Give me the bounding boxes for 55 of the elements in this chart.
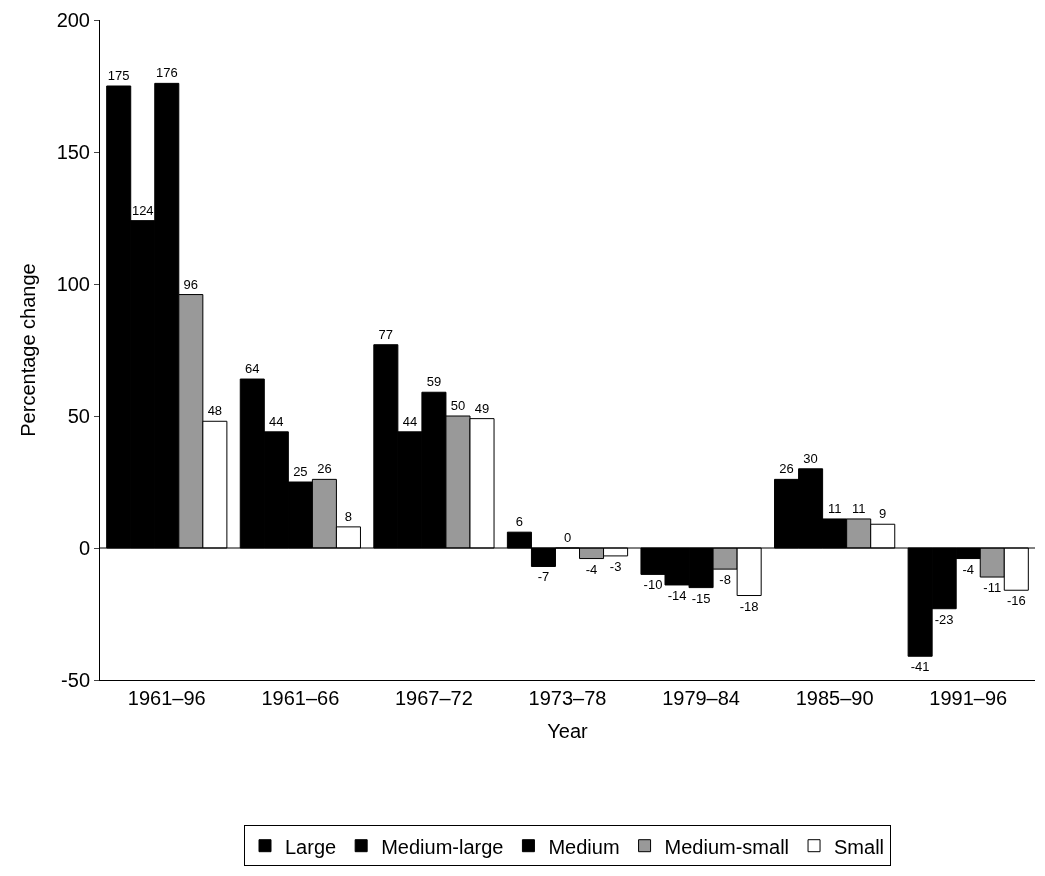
x-tick-label: 1991–96	[929, 687, 1008, 709]
x-tick-label: 1967–72	[394, 687, 473, 709]
x-tick-label: 1973–78	[528, 687, 607, 709]
data-label: 44	[269, 413, 284, 429]
data-label: -4	[585, 561, 598, 577]
x-axis-title: Year	[547, 719, 589, 742]
data-label: -8	[719, 572, 731, 588]
data-label: -10	[643, 577, 663, 593]
data-label: 30	[803, 450, 818, 466]
data-label: 25	[293, 464, 308, 479]
data-label: 175	[107, 68, 130, 83]
x-tick-label: 1961–66	[261, 687, 340, 709]
y-tick-label: 0	[78, 537, 90, 559]
x-tick-label: 1979–84	[662, 687, 741, 709]
data-label: 11	[827, 500, 842, 516]
y-tick-label: 100	[56, 273, 90, 295]
y-tick-label: -50	[61, 669, 90, 691]
data-label: 0	[563, 530, 572, 545]
data-label: 9	[879, 506, 887, 522]
data-label: 124	[131, 202, 154, 218]
data-label: 64	[245, 361, 260, 377]
data-label: 96	[183, 276, 199, 292]
y-axis-title: Percentage change	[17, 263, 40, 437]
data-label: 11	[851, 500, 866, 516]
data-label: -14	[667, 587, 687, 603]
x-tick-label: 1961–96	[127, 687, 206, 709]
x-tick-label: 1985–90	[795, 687, 874, 709]
data-label: 49	[474, 400, 490, 416]
data-label: -41	[910, 659, 930, 675]
data-label: 44	[402, 413, 418, 429]
data-label: 26	[779, 461, 794, 477]
legend-label: Medium-large	[381, 835, 504, 858]
data-label: -7	[537, 569, 550, 585]
legend-label: Medium	[548, 835, 620, 858]
data-label: -16	[1006, 593, 1026, 609]
legend-label: Medium-small	[664, 835, 790, 858]
data-label: -4	[962, 561, 974, 577]
data-label: 50	[450, 398, 466, 413]
data-label: 48	[207, 403, 223, 419]
data-label: -23	[934, 611, 954, 627]
legend-label: Large	[285, 835, 337, 858]
data-label: -3	[609, 558, 622, 574]
legend-label: Small	[834, 835, 885, 858]
data-label: 59	[426, 374, 442, 390]
data-label: 8	[344, 508, 353, 524]
data-label: 6	[515, 514, 524, 530]
y-tick-label: 50	[67, 405, 90, 427]
data-label: -11	[983, 580, 1002, 596]
data-label: -18	[739, 598, 759, 614]
data-label: 77	[378, 326, 394, 342]
data-label: 176	[155, 65, 178, 81]
data-label: 26	[317, 461, 332, 477]
y-tick-label: 200	[56, 9, 90, 31]
y-tick-label: 150	[56, 141, 90, 163]
data-label: -15	[691, 590, 711, 606]
